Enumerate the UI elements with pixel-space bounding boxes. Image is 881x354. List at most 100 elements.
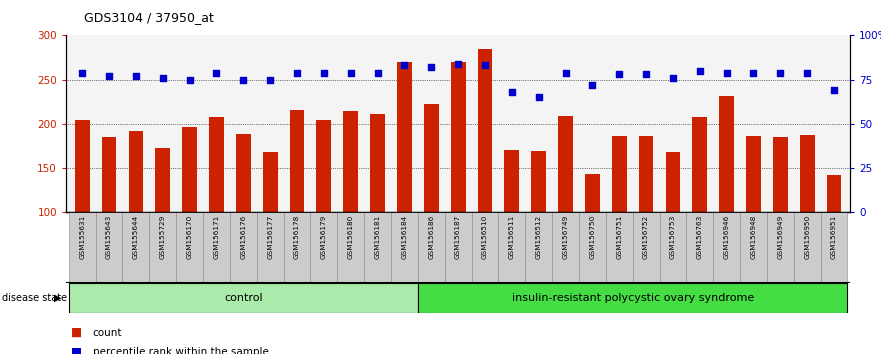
Bar — [101, 137, 116, 212]
Point — [505, 89, 519, 95]
Bar — [284, 212, 310, 283]
Bar — [611, 136, 626, 212]
Text: GSM156181: GSM156181 — [374, 215, 381, 259]
Text: GSM156186: GSM156186 — [428, 215, 434, 259]
Bar — [370, 114, 385, 212]
Point — [156, 75, 170, 81]
Text: GSM156949: GSM156949 — [777, 215, 783, 259]
Text: ■: ■ — [70, 326, 82, 339]
Text: GSM156753: GSM156753 — [670, 215, 676, 259]
Text: GSM156946: GSM156946 — [723, 215, 729, 259]
Point — [451, 61, 465, 67]
Bar — [316, 120, 331, 212]
Bar — [559, 116, 573, 212]
Bar — [122, 212, 149, 283]
Point — [371, 70, 385, 75]
Point — [182, 77, 196, 82]
Bar — [209, 117, 224, 212]
Text: GSM156177: GSM156177 — [267, 215, 273, 259]
Bar — [686, 212, 714, 283]
Text: GSM156750: GSM156750 — [589, 215, 596, 259]
Text: GSM156948: GSM156948 — [751, 215, 757, 259]
Text: GDS3104 / 37950_at: GDS3104 / 37950_at — [84, 11, 213, 24]
Bar — [69, 283, 418, 313]
Point — [263, 77, 278, 82]
Text: disease state: disease state — [2, 293, 67, 303]
Bar — [800, 135, 815, 212]
Bar — [149, 212, 176, 283]
Text: GSM156511: GSM156511 — [509, 215, 515, 259]
Text: GSM156510: GSM156510 — [482, 215, 488, 259]
Text: GSM156179: GSM156179 — [321, 215, 327, 259]
Bar — [639, 136, 654, 212]
Point — [666, 75, 680, 81]
Bar — [391, 212, 418, 283]
Bar — [129, 131, 144, 212]
Point — [692, 68, 707, 74]
Point — [612, 72, 626, 77]
Bar — [826, 175, 841, 212]
Text: GSM156170: GSM156170 — [187, 215, 193, 259]
Bar — [96, 212, 122, 283]
Bar — [633, 212, 660, 283]
Point — [531, 95, 545, 100]
Text: control: control — [224, 293, 263, 303]
Point — [102, 73, 116, 79]
Bar — [182, 127, 197, 212]
Bar — [478, 48, 492, 212]
Text: GSM155643: GSM155643 — [106, 215, 112, 259]
Text: percentile rank within the sample: percentile rank within the sample — [93, 347, 269, 354]
Bar — [740, 212, 767, 283]
Point — [720, 70, 734, 75]
Text: GSM155644: GSM155644 — [133, 215, 139, 259]
Bar — [176, 212, 203, 283]
Bar — [236, 133, 251, 212]
Bar — [203, 212, 230, 283]
Bar — [418, 283, 848, 313]
Text: GSM155631: GSM155631 — [79, 215, 85, 259]
Bar — [364, 212, 391, 283]
Point — [774, 70, 788, 75]
Bar — [719, 96, 734, 212]
Bar — [155, 148, 170, 212]
Text: GSM156184: GSM156184 — [402, 215, 407, 259]
Text: GSM156512: GSM156512 — [536, 215, 542, 259]
Text: GSM156763: GSM156763 — [697, 215, 703, 259]
Point — [827, 87, 841, 93]
Text: GSM156178: GSM156178 — [294, 215, 300, 259]
Point — [317, 70, 331, 75]
Text: ■: ■ — [70, 346, 82, 354]
Text: GSM156751: GSM156751 — [616, 215, 622, 259]
Bar — [451, 62, 465, 212]
Point — [290, 70, 304, 75]
Text: GSM156950: GSM156950 — [804, 215, 811, 259]
Text: GSM156180: GSM156180 — [348, 215, 353, 259]
Bar — [585, 175, 600, 212]
Text: count: count — [93, 328, 122, 338]
Bar — [746, 136, 761, 212]
Bar — [552, 212, 579, 283]
Bar — [75, 120, 90, 212]
Point — [75, 70, 89, 75]
Point — [344, 70, 358, 75]
Bar — [256, 212, 284, 283]
Point — [639, 72, 653, 77]
Bar — [505, 150, 519, 212]
Bar — [692, 117, 707, 212]
Bar — [445, 212, 471, 283]
Bar — [310, 212, 337, 283]
Bar — [714, 212, 740, 283]
Bar — [794, 212, 820, 283]
Text: insulin-resistant polycystic ovary syndrome: insulin-resistant polycystic ovary syndr… — [512, 293, 754, 303]
Bar — [660, 212, 686, 283]
Bar — [606, 212, 633, 283]
Text: GSM156951: GSM156951 — [831, 215, 837, 259]
Text: ▶: ▶ — [54, 293, 62, 303]
Point — [746, 70, 760, 75]
Bar — [773, 137, 788, 212]
Point — [559, 70, 573, 75]
Text: GSM156176: GSM156176 — [241, 215, 247, 259]
Bar — [525, 212, 552, 283]
Bar — [263, 152, 278, 212]
Bar — [531, 152, 546, 212]
